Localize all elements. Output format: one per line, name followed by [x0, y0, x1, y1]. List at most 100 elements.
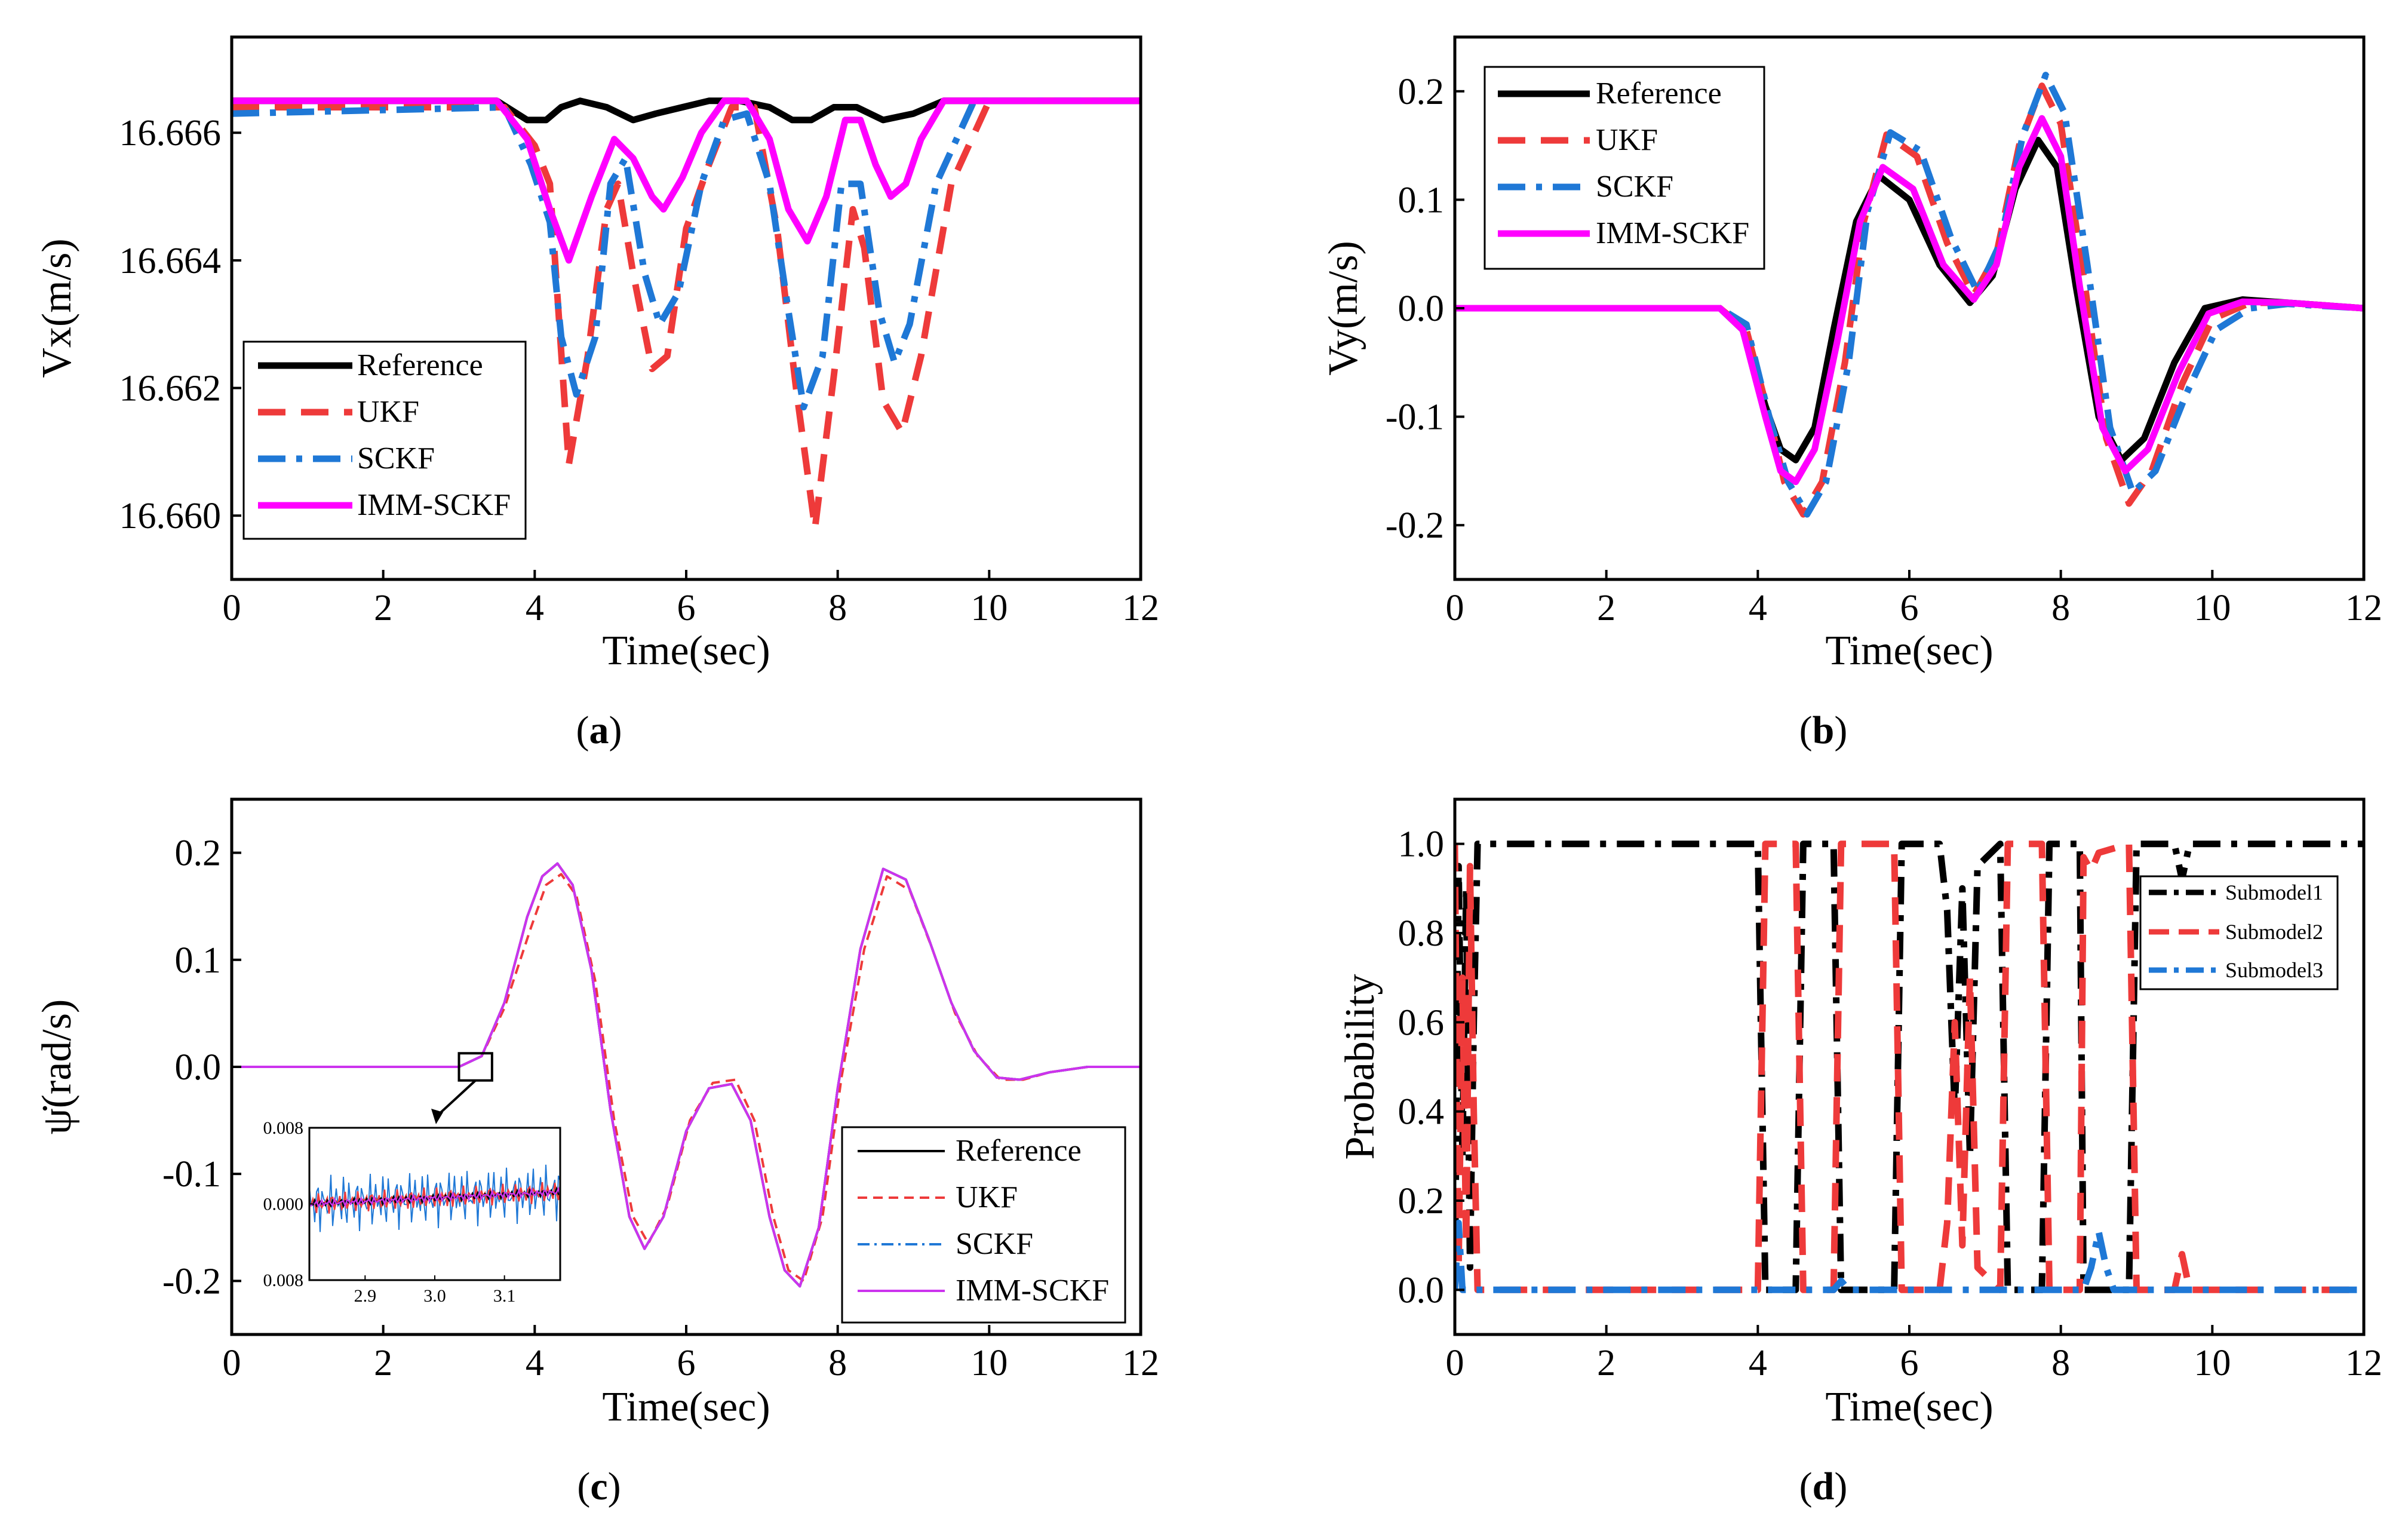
x-tick-label: 12 — [1122, 1343, 1159, 1383]
panel-a-xlabel: Time(sec) — [602, 628, 770, 674]
x-tick-label: 2 — [374, 1343, 392, 1383]
panel-b: 0 2 4 6 8 10 12 -0.2 -0.1 0.0 0.1 0.2 Reference UKF… — [1320, 35, 2382, 752]
series-line-submodel2 — [1455, 840, 2364, 1293]
panel-b-lines — [1455, 72, 2364, 518]
inset-x-tick-label: 3.1 — [493, 1286, 516, 1306]
legend-label-submodel3: Submodel3 — [2225, 958, 2323, 982]
inset-series-line — [309, 1182, 561, 1214]
x-tick-label: 12 — [2345, 588, 2382, 628]
panel-a-ylabel: Vx(m/s) — [34, 238, 80, 378]
zoom-arrow-head — [431, 1109, 443, 1124]
legend-label-imm-sckf: IMM-SCKF — [956, 1274, 1109, 1308]
x-tick-label: 2 — [374, 588, 392, 628]
series-line-reference — [232, 97, 1141, 124]
legend-label-imm-sckf: IMM-SCKF — [357, 488, 511, 522]
panel-c-xlabel: Time(sec) — [602, 1384, 770, 1430]
legend-label-submodel2: Submodel2 — [2225, 920, 2323, 944]
x-tick-label: 12 — [1122, 588, 1159, 628]
y-tick-label: 16.666 — [119, 113, 222, 154]
y-tick-label: 0.2 — [1398, 1181, 1445, 1222]
x-tick-label: 0 — [1446, 1343, 1464, 1383]
x-tick-label: 6 — [677, 1343, 696, 1383]
zoom-box — [457, 1052, 493, 1082]
x-tick-label: 10 — [970, 588, 1008, 628]
panel-d-ylabel: Probability — [1337, 974, 1383, 1159]
y-tick-label: 0.1 — [1398, 180, 1445, 220]
y-tick-label: -0.1 — [162, 1154, 221, 1195]
series-line-sckf — [232, 97, 1141, 411]
y-tick-label: 0.2 — [175, 833, 222, 874]
panel-b-caption: (b) — [1799, 708, 1848, 752]
panel-c: 0 2 4 6 8 10 12 -0.2 -0.1 0.0 0.1 0.2 2.9 3.0 3.1 0.00… — [34, 797, 1159, 1508]
x-tick-label: 8 — [2051, 588, 2070, 628]
x-tick-label: 0 — [1446, 588, 1464, 628]
panel-a-caption: (a) — [576, 708, 622, 752]
panel-d-legend: Submodel1 Submodel2 Submodel3 — [2139, 875, 2339, 990]
x-tick-label: 0 — [223, 1343, 241, 1383]
y-tick-label: 0.0 — [1398, 1270, 1445, 1311]
x-tick-label: 8 — [828, 588, 847, 628]
legend-label-submodel1: Submodel1 — [2225, 880, 2323, 904]
series-line-ukf — [1455, 82, 2364, 518]
panel-d: 0 2 4 6 8 10 12 0.0 0.2 0.4 0.6 0.8 1.0 Submodel1 Su… — [1337, 797, 2383, 1508]
series-group — [1455, 72, 2364, 518]
y-tick-label: 0.6 — [1398, 1002, 1445, 1043]
y-tick-label: 1.0 — [1398, 824, 1445, 865]
panel-c-lines — [232, 862, 1141, 1288]
x-tick-label: 6 — [1900, 1343, 1919, 1383]
y-tick-label: 0.0 — [1398, 289, 1445, 329]
series-line-imm-sckf — [1455, 115, 2364, 486]
inset-series-line — [308, 1186, 561, 1208]
x-tick-label: 4 — [526, 588, 544, 628]
series-line-submodel1 — [1455, 840, 2364, 1293]
series-line-ukf — [232, 97, 1141, 532]
zoom-arrow — [437, 1079, 477, 1116]
panel-c-caption: (c) — [577, 1465, 621, 1508]
series-line-submodel3 — [1455, 1219, 2364, 1293]
series-line-sckf — [1455, 72, 2364, 518]
legend-label-reference: Reference — [956, 1134, 1082, 1168]
panel-b-xlabel: Time(sec) — [1825, 628, 1993, 674]
x-tick-label: 10 — [2194, 588, 2231, 628]
panel-c-legend: Reference UKF SCKF IMM-SCKF — [841, 1126, 1126, 1324]
x-tick-label: 8 — [2051, 1343, 2070, 1383]
panel-d-ticks: 0 2 4 6 8 10 12 0.0 0.2 0.4 0.6 0.8 1.0 — [1398, 824, 2383, 1383]
y-tick-label: 0.0 — [175, 1047, 222, 1088]
series-line-imm-sckf — [232, 862, 1141, 1288]
legend-label-ukf: UKF — [1596, 123, 1658, 157]
panel-c-caption-letter: c — [590, 1465, 607, 1508]
legend-label-ukf: UKF — [357, 395, 419, 429]
y-tick-label: 0.2 — [1398, 72, 1445, 112]
panel-d-caption: (d) — [1799, 1465, 1848, 1508]
inset-x-tick-label: 3.0 — [423, 1286, 446, 1306]
panel-c-ticks: 0 2 4 6 8 10 12 -0.2 -0.1 0.0 0.1 0.2 — [162, 833, 1159, 1383]
y-tick-label: -0.2 — [1386, 505, 1444, 546]
series-group — [232, 97, 1141, 532]
x-tick-label: 12 — [2345, 1343, 2382, 1383]
panel-a-grid-lines — [232, 97, 1141, 532]
x-tick-label: 0 — [223, 588, 241, 628]
y-tick-label: 0.4 — [1398, 1092, 1445, 1133]
y-tick-label: -0.2 — [162, 1261, 221, 1302]
inset-lines — [308, 1164, 561, 1232]
panel-d-xlabel: Time(sec) — [1825, 1384, 1993, 1430]
series-group — [232, 862, 1141, 1288]
legend-label-reference: Reference — [357, 348, 483, 382]
panel-b-ylabel: Vy(m/s) — [1320, 241, 1366, 376]
legend-label-sckf: SCKF — [357, 441, 435, 475]
y-tick-label: 16.662 — [119, 369, 222, 409]
panel-a-legend: Reference UKF SCKF IMM-SCKF — [242, 340, 527, 540]
x-tick-label: 2 — [1597, 1343, 1615, 1383]
inset-ticks: 2.9 3.0 3.1 0.008 0.000 0.008 — [263, 1118, 516, 1306]
legend-label-reference: Reference — [1596, 76, 1722, 111]
x-tick-label: 8 — [828, 1343, 847, 1383]
x-tick-label: 4 — [526, 1343, 544, 1383]
x-tick-label: 10 — [970, 1343, 1008, 1383]
legend-label-ukf: UKF — [956, 1180, 1018, 1214]
x-tick-label: 10 — [2194, 1343, 2231, 1383]
y-tick-label: 0.8 — [1398, 913, 1445, 954]
legend-label-sckf: SCKF — [1596, 170, 1673, 204]
x-tick-label: 6 — [1900, 588, 1919, 628]
x-tick-label: 4 — [1749, 588, 1767, 628]
